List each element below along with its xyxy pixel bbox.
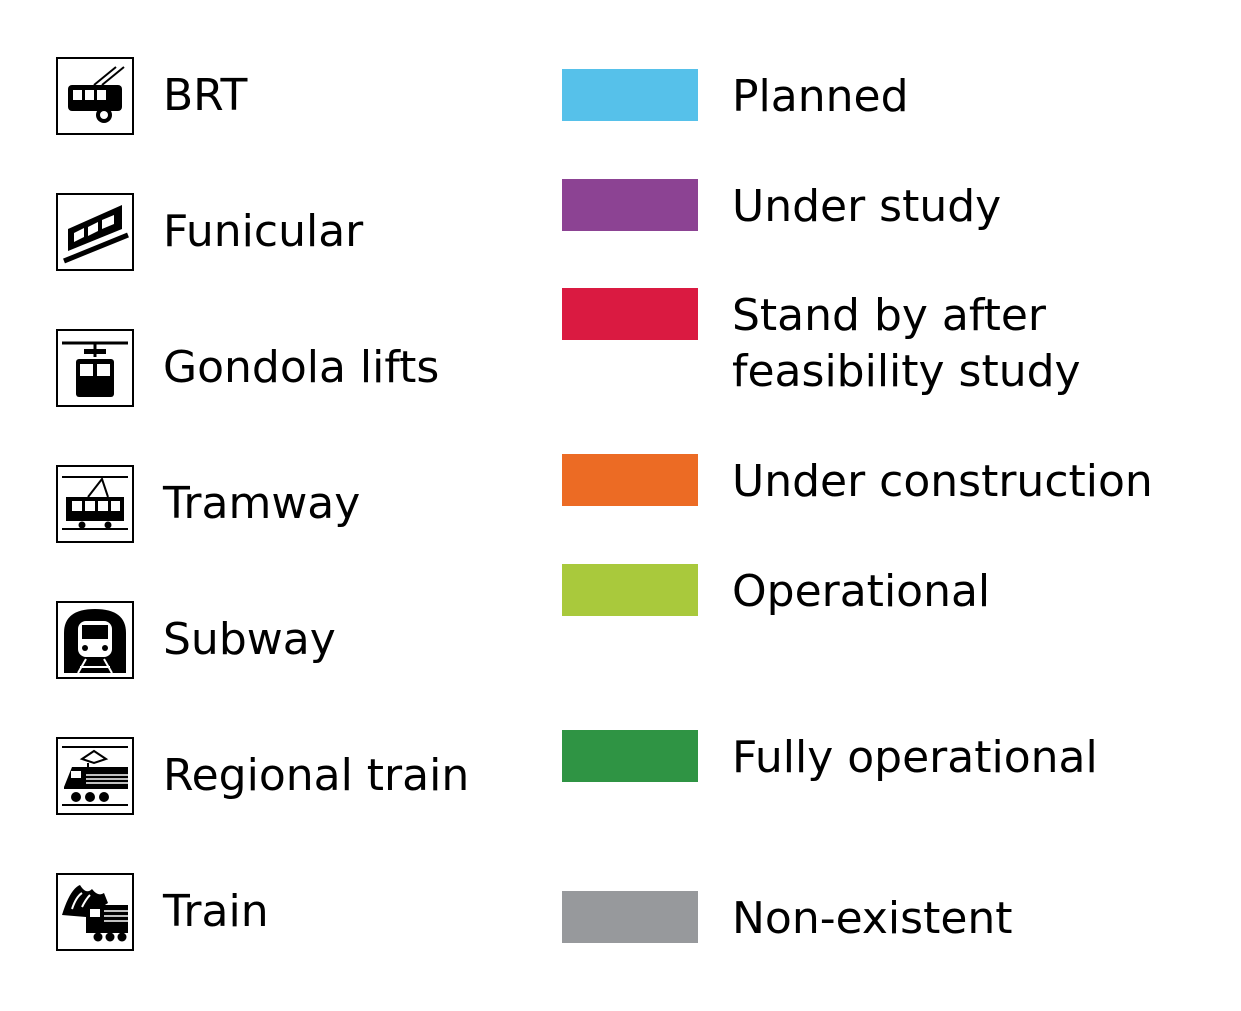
- legend-label: Regional train: [163, 750, 470, 801]
- legend-label: BRT: [163, 70, 248, 121]
- status-label: Non-existent: [732, 893, 1013, 944]
- color-swatch: [562, 454, 698, 506]
- status-label-line: Stand by after: [732, 290, 1046, 341]
- mountain-train-icon: [56, 873, 134, 951]
- gondola-icon: [56, 329, 134, 407]
- color-swatch: [562, 288, 698, 340]
- status-label: Fully operational: [732, 732, 1098, 783]
- status-label: Operational: [732, 566, 991, 617]
- status-label: Under study: [732, 181, 1002, 232]
- tram-icon: [56, 465, 134, 543]
- legend-label: Subway: [163, 614, 336, 665]
- color-swatch: [562, 730, 698, 782]
- subway-icon: [56, 601, 134, 679]
- legend-label: Gondola lifts: [163, 342, 440, 393]
- status-label: Planned: [732, 71, 909, 122]
- regional-train-icon: [56, 737, 134, 815]
- status-label-line: feasibility study: [732, 346, 1081, 397]
- trolleybus-icon: [56, 57, 134, 135]
- funicular-icon: [56, 193, 134, 271]
- legend-label: Funicular: [163, 206, 364, 257]
- status-label: Stand by after feasibility study: [732, 288, 1081, 400]
- legend-label: Train: [163, 886, 269, 937]
- color-swatch: [562, 891, 698, 943]
- color-swatch: [562, 179, 698, 231]
- legend-label: Tramway: [163, 478, 361, 529]
- status-label: Under construction: [732, 456, 1153, 507]
- color-swatch: [562, 564, 698, 616]
- color-swatch: [562, 69, 698, 121]
